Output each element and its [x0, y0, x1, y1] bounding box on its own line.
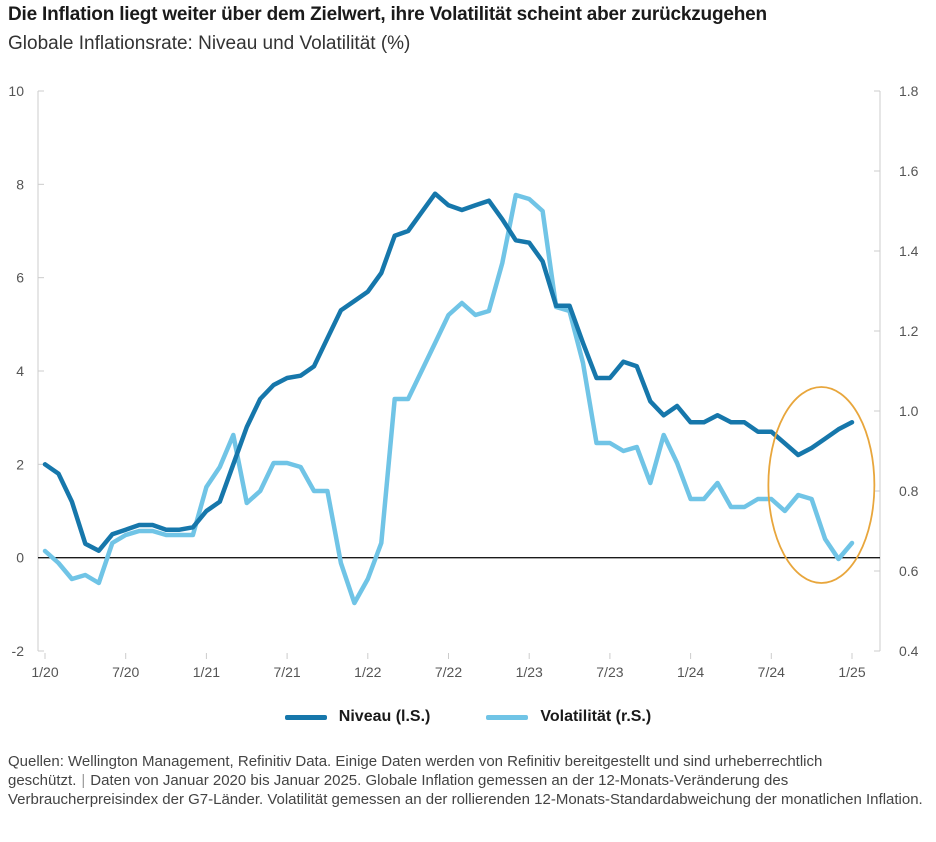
- series-line-volatilitaet: [42, 192, 855, 606]
- source-separator: |: [81, 772, 86, 789]
- x-tick-label: 7/23: [596, 664, 623, 680]
- legend-swatch-volatilitaet: [486, 714, 529, 720]
- x-tick-label: 7/22: [435, 664, 462, 680]
- source-note: Quellen: Wellington Management, Refiniti…: [8, 752, 923, 809]
- right-tick-label: 1.4: [899, 243, 919, 259]
- legend-swatch-niveau: [284, 714, 327, 720]
- right-tick-label: 0.4: [899, 643, 919, 659]
- right-tick-label: 1.6: [899, 163, 919, 179]
- source-text-2: Daten von Januar 2020 bis Januar 2025. G…: [8, 772, 923, 808]
- left-tick-label: 4: [16, 363, 24, 379]
- right-tick-label: 1.8: [899, 83, 919, 99]
- series-line-niveau: [42, 191, 855, 553]
- chart-legend: Niveau (l.S.) Volatilität (r.S.): [0, 708, 936, 726]
- line-chart: -2 0 2 4 6 8 10 0.4 0.6 0.8 1.0 1.2 1.4 1.6 1.8 1/20 7/2…: [8, 83, 919, 680]
- chart-title: Die Inflation liegt weiter über dem Ziel…: [8, 4, 767, 25]
- highlight-ellipse: [767, 386, 876, 584]
- left-tick-label: 10: [8, 83, 24, 99]
- left-tick-label: 0: [16, 550, 24, 566]
- x-tick-label: 1/24: [677, 664, 704, 680]
- chart-subtitle: Globale Inflationsrate: Niveau und Volat…: [8, 33, 411, 54]
- x-tick-label: 7/24: [758, 664, 785, 680]
- legend-item-volatilitaet: Volatilität (r.S.): [486, 708, 651, 726]
- legend-label-volatilitaet: Volatilität (r.S.): [540, 708, 652, 725]
- x-tick-label: 7/20: [112, 664, 139, 680]
- x-tick-label: 1/21: [193, 664, 220, 680]
- x-tick-label: 1/20: [31, 664, 58, 680]
- right-tick-label: 0.6: [899, 563, 919, 579]
- x-tick-label: 1/22: [354, 664, 381, 680]
- x-tick-label: 1/23: [516, 664, 543, 680]
- right-tick-label: 1.0: [899, 403, 919, 419]
- right-tick-label: 0.8: [899, 483, 919, 499]
- left-tick-label: -2: [12, 643, 25, 659]
- left-tick-label: 6: [16, 270, 24, 286]
- legend-label-niveau: Niveau (l.S.): [338, 708, 431, 725]
- x-tick-label: 7/21: [273, 664, 300, 680]
- source-text-1: Quellen: Wellington Management, Refiniti…: [8, 753, 823, 789]
- left-tick-label: 8: [16, 176, 24, 192]
- right-tick-label: 1.2: [899, 323, 919, 339]
- legend-item-niveau: Niveau (l.S.): [284, 708, 431, 726]
- left-tick-label: 2: [16, 456, 24, 472]
- x-tick-label: 1/25: [838, 664, 865, 680]
